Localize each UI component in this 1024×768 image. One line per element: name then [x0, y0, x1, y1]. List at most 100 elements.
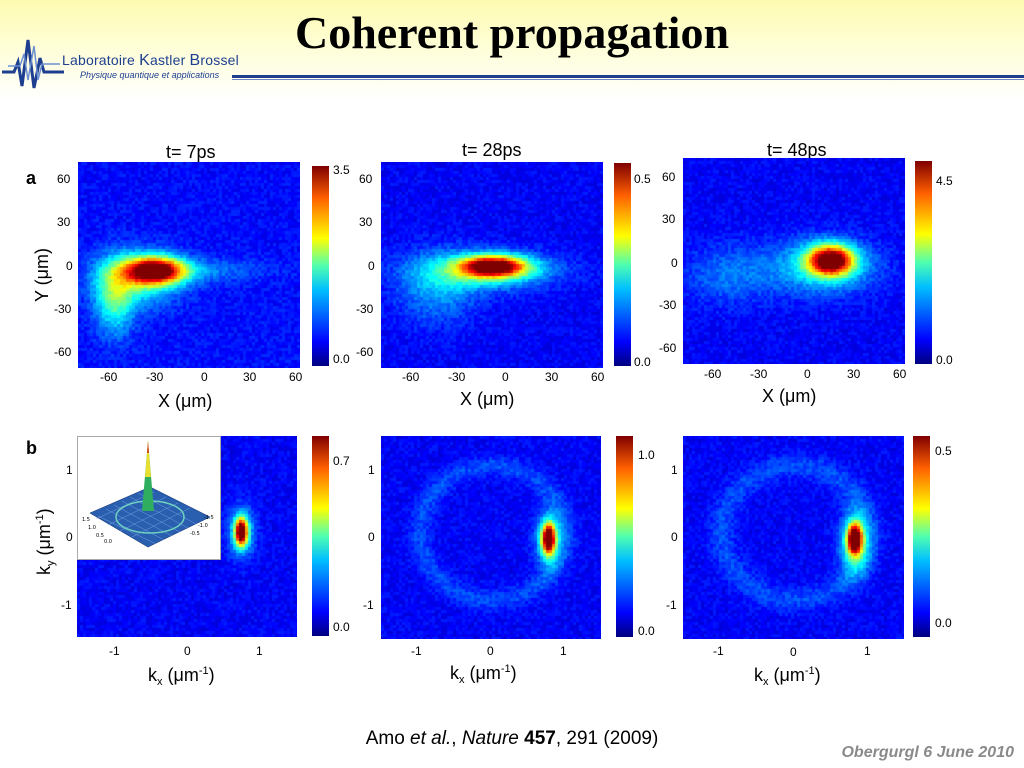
panel-a2-heatmap: [381, 162, 603, 368]
panel-a1-heatmap: [78, 162, 300, 368]
b1-ytick: 1: [66, 463, 73, 477]
header-rule: [232, 75, 1024, 78]
a3-ytick: 30: [662, 212, 676, 226]
b1-xtick: -1: [109, 644, 120, 658]
a1-ytick: 60: [57, 172, 71, 186]
panel-a2-cbar-min: 0.0: [634, 355, 651, 369]
panel-b2-cbar-min: 0.0: [638, 624, 655, 638]
footer-event: Obergurgl 6 June 2010: [841, 744, 1014, 761]
b1-ytick: -1: [61, 598, 72, 612]
lkb-logo-name: Laboratoire Kastler Brossel: [62, 52, 239, 69]
panel-b2-heatmap: [381, 436, 601, 639]
a1-xtick: -60: [100, 370, 118, 384]
panel-b3-heatmap: [683, 436, 904, 639]
b3-xtick: 1: [864, 644, 871, 658]
a3-x-axis-label: X (μm): [762, 386, 817, 406]
a1-ytick: -30: [54, 302, 72, 316]
a2-ytick: 0: [368, 259, 375, 273]
panel-b1-3d-inset: 1.5 1.0 0.5 0.0 -0.5 -1.0 -1.5: [77, 436, 221, 560]
panel-b1-cbar-max: 0.7: [333, 454, 350, 468]
row-a-y-axis-label: Y (μm): [32, 247, 52, 302]
panel-b3-colorbar: [913, 436, 930, 637]
a3-xtick: 30: [847, 367, 861, 381]
panel-a3-title: t= 48ps: [767, 140, 827, 160]
a1-xtick: 0: [201, 370, 208, 384]
a3-ytick: 0: [671, 256, 678, 270]
a2-xtick: 30: [545, 370, 559, 384]
a3-xtick: 0: [804, 367, 811, 381]
a3-ytick: -60: [659, 341, 677, 355]
header-rule-thin: [232, 79, 1024, 80]
a2-xtick: -60: [402, 370, 420, 384]
lkb-logo-subtitle: Physique quantique et applications: [80, 70, 220, 80]
a2-ytick: 60: [359, 172, 373, 186]
panel-a3-heatmap: [683, 158, 905, 364]
b2-xtick: 1: [560, 644, 567, 658]
a3-xtick: -60: [704, 367, 722, 381]
a2-x-axis-label: X (μm): [460, 389, 515, 409]
a1-xtick: -30: [146, 370, 164, 384]
a2-xtick: -30: [448, 370, 466, 384]
row-label-b: b: [26, 438, 37, 458]
panel-b3-cbar-max: 0.5: [935, 444, 952, 458]
a3-ytick: -30: [659, 298, 677, 312]
a1-xtick: 60: [289, 370, 303, 384]
b2-ytick: 0: [368, 530, 375, 544]
panel-a1-colorbar: [312, 166, 329, 366]
panel-a2-colorbar: [614, 163, 631, 366]
a1-ytick: 0: [66, 259, 73, 273]
inset-tick: 0.5: [96, 533, 104, 539]
b3-xtick: 0: [790, 645, 797, 659]
panel-b2-cbar-max: 1.0: [638, 448, 655, 462]
panel-b3-cbar-min: 0.0: [935, 616, 952, 630]
b2-xtick: 0: [487, 644, 494, 658]
a1-ytick: -60: [54, 345, 72, 359]
b1-x-axis-label: kx (μm-1): [148, 665, 215, 688]
a3-xtick: 60: [893, 367, 907, 381]
citation: Amo et al., Nature 457, 291 (2009): [365, 728, 659, 749]
panel-a2-cbar-max: 0.5: [634, 172, 651, 186]
a3-xtick: -30: [750, 367, 768, 381]
b2-xtick: -1: [411, 644, 422, 658]
a2-ytick: 30: [359, 215, 373, 229]
panel-a3-colorbar: [915, 161, 932, 364]
header-background: [0, 0, 1024, 100]
inset-tick: 1.5: [82, 517, 90, 523]
panel-a1-title: t= 7ps: [166, 142, 216, 162]
panel-a3-cbar-max: 4.5: [936, 174, 953, 188]
b3-ytick: -1: [666, 598, 677, 612]
panel-a2-title: t= 28ps: [462, 140, 522, 160]
panel-b1-colorbar: [312, 436, 329, 636]
a1-ytick: 30: [57, 215, 71, 229]
b1-xtick: 0: [184, 644, 191, 658]
row-label-a: a: [26, 168, 37, 188]
panel-b2-colorbar: [616, 436, 633, 637]
a1-x-axis-label: X (μm): [158, 391, 213, 411]
b2-x-axis-label: kx (μm-1): [450, 663, 517, 686]
a2-xtick: 0: [502, 370, 509, 384]
inset-tick: 0.0: [104, 539, 112, 545]
panel-a1-cbar-min: 0.0: [333, 352, 350, 366]
b2-ytick: 1: [368, 463, 375, 477]
inset-tick: -0.5: [190, 531, 200, 537]
row-b-y-axis-label: ky (μm-1): [34, 508, 57, 575]
b1-ytick: 0: [66, 530, 73, 544]
a3-ytick: 60: [662, 170, 676, 184]
b2-ytick: -1: [363, 598, 374, 612]
a2-xtick: 60: [591, 370, 605, 384]
inset-tick: -1.0: [198, 523, 208, 529]
a1-xtick: 30: [243, 370, 257, 384]
panel-a1-cbar-max: 3.5: [333, 163, 350, 177]
slide-title: Coherent propagation: [294, 7, 730, 58]
b3-xtick: -1: [713, 644, 724, 658]
inset-tick: 1.0: [88, 525, 96, 531]
b3-ytick: 1: [671, 463, 678, 477]
b3-ytick: 0: [671, 530, 678, 544]
lkb-logo-icon: [2, 39, 64, 89]
b1-xtick: 1: [256, 644, 263, 658]
panel-a3-cbar-min: 0.0: [936, 353, 953, 367]
a2-ytick: -30: [356, 302, 374, 316]
panel-b1-cbar-min: 0.0: [333, 620, 350, 634]
b3-x-axis-label: kx (μm-1): [754, 665, 821, 688]
a2-ytick: -60: [356, 345, 374, 359]
